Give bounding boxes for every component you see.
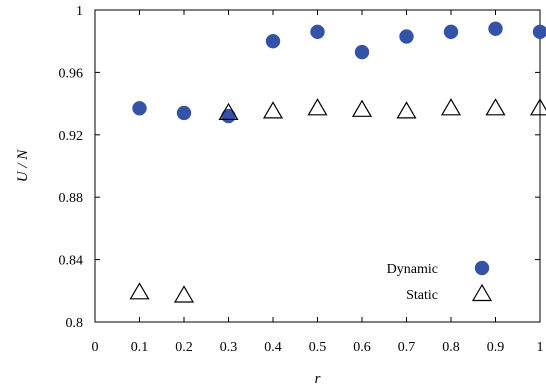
data-point (310, 24, 325, 40)
x-tick-label: 0.9 (487, 340, 505, 355)
legend-label-dynamic: Dynamic (387, 262, 438, 277)
x-axis-title: r (315, 371, 321, 387)
x-tick-label: 0.1 (131, 340, 149, 355)
y-axis: 0.8 0.84 0.88 0.92 0.96 1 (59, 4, 540, 331)
data-point (488, 21, 503, 36)
series-dynamic (132, 21, 546, 124)
data-point (399, 29, 414, 44)
y-tick-label: 0.88 (59, 191, 84, 206)
data-point (396, 101, 417, 119)
legend-label-static: Static (406, 288, 438, 303)
plot-frame (94, 9, 541, 323)
data-point (218, 102, 239, 121)
y-tick-label: 1 (76, 4, 83, 19)
data-point (132, 101, 147, 116)
legend-marker-dynamic (474, 260, 490, 276)
data-point (129, 282, 150, 300)
data-point (351, 99, 373, 117)
data-point (354, 44, 370, 60)
x-tick-label: 0.8 (442, 340, 460, 355)
x-tick-label: 0.3 (220, 340, 238, 355)
data-point (529, 98, 546, 116)
data-marks (129, 21, 546, 303)
y-axis-title: U / N (15, 149, 31, 183)
y-tick-label: 0.96 (59, 66, 84, 81)
x-tick-label: 0.6 (353, 340, 371, 355)
data-point (262, 101, 284, 119)
series-static (129, 98, 546, 303)
data-point (265, 33, 281, 49)
data-point (485, 98, 506, 116)
data-point (221, 108, 236, 124)
legend-marker-static (471, 283, 493, 302)
x-axis: 0 0.1 0.2 0.3 0.4 0.5 0.6 0.7 0.8 0.9 1 (92, 10, 544, 355)
plot-area (94, 9, 541, 323)
x-tick-label: 0.2 (175, 340, 193, 355)
legend: Dynamic Static (387, 260, 493, 303)
y-tick-label: 0.84 (59, 254, 84, 269)
x-tick-label: 0.4 (264, 340, 282, 355)
x-tick-label: 0 (92, 340, 99, 355)
data-point (176, 105, 192, 121)
data-point (307, 98, 328, 116)
y-tick-label: 0.92 (59, 129, 84, 144)
data-point (440, 98, 462, 116)
data-point (173, 285, 195, 303)
data-point (532, 24, 546, 40)
y-tick-label: 0.8 (66, 316, 84, 331)
x-tick-label: 1 (537, 340, 544, 355)
x-tick-label: 0.7 (398, 340, 416, 355)
x-tick-label: 0.5 (309, 340, 327, 355)
data-point (443, 24, 459, 40)
